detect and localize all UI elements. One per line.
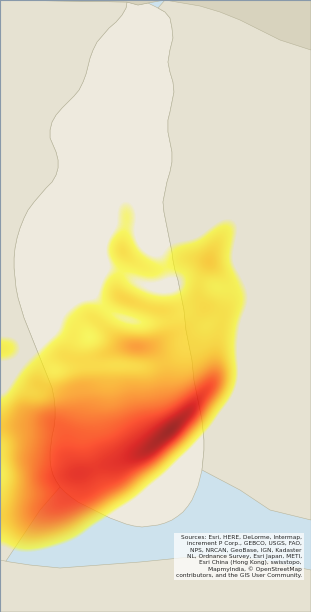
Polygon shape	[0, 555, 311, 612]
Polygon shape	[0, 0, 311, 50]
Polygon shape	[14, 2, 204, 527]
Polygon shape	[0, 0, 127, 612]
Polygon shape	[158, 0, 311, 520]
Text: Sources: Esri, HERE, DeLorme, Intermap,
increment P Corp., GEBCO, USGS, FAO,
NPS: Sources: Esri, HERE, DeLorme, Intermap, …	[176, 535, 302, 578]
